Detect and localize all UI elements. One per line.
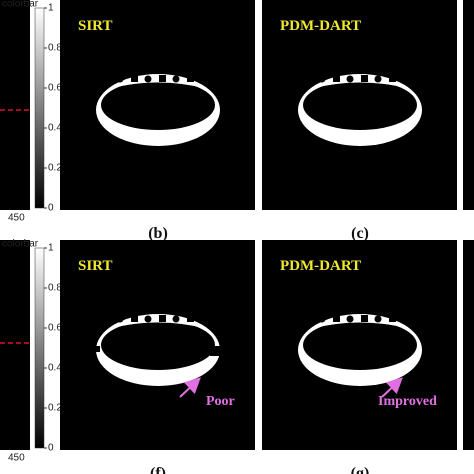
colorbar-tick-label: 1 (48, 243, 54, 254)
panel-title: SIRT (78, 18, 113, 34)
insert (172, 75, 180, 83)
insert (389, 75, 396, 82)
insert (131, 75, 138, 82)
colorbar-tick-label: 1 (48, 3, 54, 14)
insert (131, 315, 138, 322)
image-panel (0, 0, 30, 210)
colorbar-tick-label: 0.2 (48, 163, 62, 174)
panel-title: PDM-DART (280, 18, 361, 34)
colorbar-tick-label: 0.8 (48, 283, 62, 294)
colorbar-label: colorbar (2, 239, 39, 250)
colorbar-label: colorbar (2, 0, 39, 10)
panel-caption: (g) (351, 465, 370, 474)
panel-title: PDM-DART (280, 258, 361, 274)
insert (187, 75, 194, 82)
defect (92, 346, 100, 352)
colorbar-tick-label: 0.2 (48, 403, 62, 414)
insert (361, 75, 368, 82)
image-panel (0, 240, 30, 450)
panel-caption: (b) (148, 225, 168, 242)
axis-label: 450 (8, 213, 25, 224)
insert (374, 75, 382, 83)
colorbar (34, 7, 45, 209)
colorbar-tick-label: 0.8 (48, 43, 62, 54)
axis-label: 450 (8, 453, 25, 464)
insert (159, 315, 166, 322)
insert (374, 315, 382, 323)
insert (172, 315, 180, 323)
annotation: Poor (206, 394, 235, 409)
insert (144, 315, 152, 323)
colorbar (34, 247, 45, 449)
ring-inner (101, 80, 215, 130)
defect (210, 346, 224, 356)
panel-caption: (c) (351, 225, 369, 242)
annotation: Improved (378, 394, 437, 409)
insert (144, 75, 152, 83)
colorbar-tick-label: 0 (48, 203, 54, 214)
colorbar-tick-label: 0.6 (48, 83, 62, 94)
insert (318, 315, 326, 323)
panel-caption: (f) (150, 465, 166, 474)
arrow (179, 377, 201, 398)
insert (333, 75, 340, 82)
insert (159, 75, 166, 82)
colorbar-tick-label: 0.4 (48, 123, 62, 134)
colorbar-tick-label: 0.4 (48, 363, 62, 374)
insert (389, 315, 396, 322)
ring-inner (303, 320, 417, 370)
colorbar-tick-label: 0.6 (48, 323, 62, 334)
image-panel (463, 0, 474, 210)
insert (187, 315, 194, 322)
image-panel (463, 240, 474, 450)
insert (361, 315, 368, 322)
ring-inner (303, 80, 417, 130)
insert (333, 315, 340, 322)
insert (346, 315, 354, 323)
ring-inner (101, 320, 215, 370)
panel-title: SIRT (78, 258, 113, 274)
insert (116, 75, 124, 83)
insert (346, 75, 354, 83)
arrow (381, 377, 403, 398)
insert (318, 75, 326, 83)
colorbar-tick-label: 0 (48, 443, 54, 454)
insert (116, 315, 124, 323)
